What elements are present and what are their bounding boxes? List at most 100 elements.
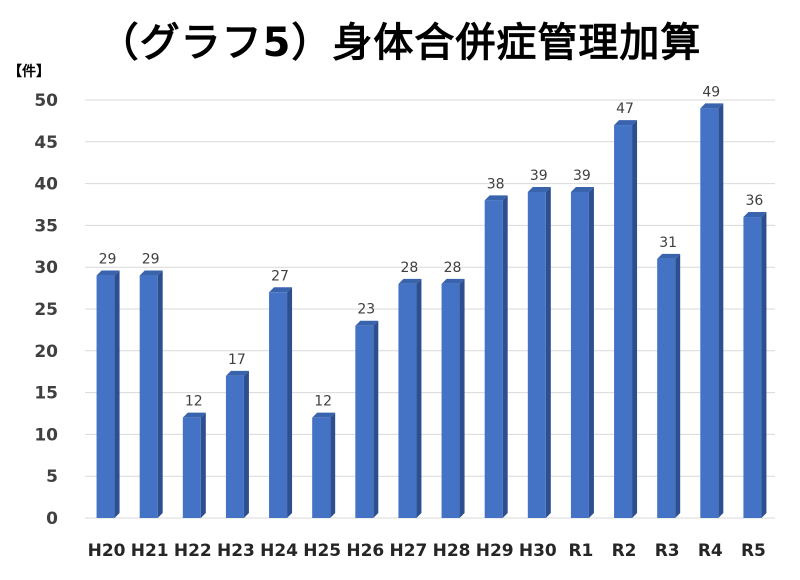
x-tick-label-H29: H29 [476,541,514,561]
bar-top-H24 [269,287,293,293]
bar-front-R3 [657,258,676,518]
bar-top-H27 [398,278,422,284]
bar-H29 [484,195,508,518]
bar-side-R4 [718,103,724,519]
y-axis-tick-labels: 0 5 10 15 20 25 30 35 40 45 50 [34,91,58,529]
bar-side-H30 [545,186,551,518]
bar-top-H25 [312,412,336,418]
bar-H28 [441,278,465,518]
bar-side-H25 [330,412,336,518]
data-label-H26: 23 [357,302,375,318]
bar-side-R2 [632,120,638,518]
bar-H24 [269,287,293,518]
bars [96,103,767,519]
bar-R1 [570,186,594,518]
bar-R2 [614,120,638,518]
bar-front-H30 [527,191,546,518]
y-tick-label-5: 5 [46,467,58,487]
bar-front-R2 [614,125,633,518]
x-tick-label-H25: H25 [303,541,341,561]
y-axis-unit-label: 【件】 [8,63,50,80]
bar-H25 [312,412,336,518]
bar-front-H25 [312,417,331,518]
bar-H27 [398,278,422,518]
bar-top-R3 [657,253,681,259]
bar-top-H20 [96,270,120,276]
x-tick-label-H26: H26 [346,541,384,561]
bar-H26 [355,320,379,518]
data-label-H25: 12 [314,394,332,410]
bar-side-H24 [287,287,293,518]
bar-front-H27 [398,283,417,518]
data-label-H21: 29 [142,252,160,268]
data-label-H23: 17 [228,352,246,368]
x-tick-label-H24: H24 [260,541,298,561]
data-label-H22: 12 [185,394,203,410]
bar-side-H21 [157,270,163,518]
bar-top-H29 [484,195,508,201]
bar-side-H22 [200,412,206,518]
y-tick-label-45: 45 [34,133,58,153]
bar-front-H26 [355,325,374,518]
bar-top-R5 [743,212,767,218]
bar-front-H23 [225,375,244,518]
bar-side-H27 [416,278,422,518]
bar-H30 [527,186,551,518]
bar-top-H22 [182,412,206,418]
data-label-H28: 28 [444,260,462,276]
bar-R3 [657,253,681,518]
data-label-R5: 36 [746,193,764,209]
bar-top-H23 [225,370,249,376]
x-tick-label-H23: H23 [217,541,255,561]
bar-top-R1 [570,186,594,192]
x-tick-label-R5: R5 [741,541,766,561]
bar-top-R2 [614,120,638,126]
x-tick-label-H27: H27 [389,541,427,561]
bar-side-R5 [761,212,767,519]
y-tick-label-20: 20 [34,342,58,362]
data-label-H29: 38 [487,176,505,192]
bar-top-H26 [355,320,379,326]
bar-front-H28 [441,283,460,518]
bar-front-H20 [96,275,115,518]
y-tick-label-10: 10 [34,425,58,445]
bar-R4 [700,103,724,519]
bar-H21 [139,270,163,518]
x-tick-label-H21: H21 [131,541,169,561]
bar-front-H29 [484,200,503,518]
bar-front-H22 [182,417,201,518]
data-label-R1: 39 [573,168,591,184]
bar-side-H29 [502,195,508,518]
bar-top-H21 [139,270,163,276]
y-tick-label-0: 0 [46,509,58,529]
x-tick-label-H28: H28 [433,541,471,561]
data-label-R3: 31 [659,235,677,251]
data-label-H24: 27 [271,268,289,284]
bar-front-R4 [700,108,719,519]
bar-front-H24 [269,292,288,518]
x-tick-label-H30: H30 [519,541,557,561]
bar-front-R1 [570,191,589,518]
bar-front-H21 [139,275,158,518]
bar-side-H26 [373,320,379,518]
y-tick-label-35: 35 [34,216,58,236]
data-label-H30: 39 [530,168,548,184]
y-tick-label-25: 25 [34,300,58,320]
x-tick-label-R4: R4 [698,541,723,561]
bar-H22 [182,412,206,518]
data-label-R2: 47 [616,101,634,117]
x-tick-label-R3: R3 [655,541,680,561]
y-tick-label-15: 15 [34,384,58,404]
bar-R5 [743,212,767,519]
chart-title: （グラフ5）身体合併症管理加算 [98,20,702,66]
bar-top-H28 [441,278,465,284]
bar-top-H30 [527,186,551,192]
bar-H20 [96,270,120,518]
x-tick-label-H22: H22 [174,541,212,561]
x-tick-label-R1: R1 [568,541,593,561]
x-tick-label-H20: H20 [88,541,126,561]
data-label-H20: 29 [99,252,117,268]
y-tick-label-50: 50 [34,91,58,111]
bar-side-H23 [243,370,249,518]
